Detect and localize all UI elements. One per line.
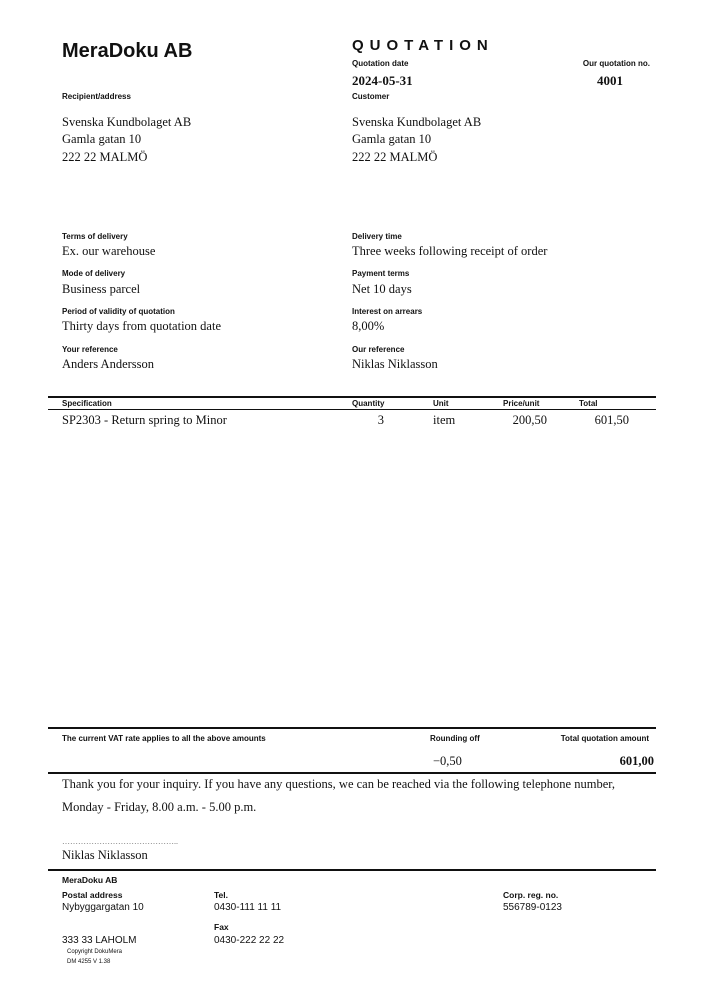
copyright: Copyright DokuMera bbox=[67, 949, 123, 955]
message-line-1: Thank you for your inquiry. If you have … bbox=[62, 777, 616, 791]
tel-label: Tel. bbox=[214, 890, 229, 900]
cell-price: 200,50 bbox=[512, 413, 547, 427]
quotation-no: 4001 bbox=[597, 73, 623, 88]
total-value: 601,00 bbox=[619, 754, 654, 768]
document-title: QUOTATION bbox=[352, 37, 494, 54]
cell-quantity: 3 bbox=[377, 413, 384, 427]
recipient-line: Gamla gatan 10 bbox=[62, 132, 142, 146]
interest-label: Interest on arrears bbox=[352, 307, 423, 316]
table-top-rule bbox=[48, 396, 656, 398]
recipient-line: Svenska Kundbolaget AB bbox=[62, 115, 192, 129]
validity-label: Period of validity of quotation bbox=[62, 307, 175, 316]
payment-terms: Net 10 days bbox=[352, 282, 412, 296]
interest: 8,00% bbox=[352, 319, 385, 333]
quotation-date-label: Quotation date bbox=[352, 59, 409, 68]
total-label: Total quotation amount bbox=[560, 734, 649, 743]
summary-bottom-rule bbox=[48, 772, 656, 774]
version: DM 4255 V 1.38 bbox=[67, 959, 111, 965]
recipient-label: Recipient/address bbox=[62, 92, 131, 101]
mode-of-delivery-label: Mode of delivery bbox=[62, 269, 126, 278]
terms-of-delivery-label: Terms of delivery bbox=[62, 232, 128, 241]
signature-line: …………………………………….. bbox=[62, 837, 178, 846]
customer-line: 222 22 MALMÖ bbox=[352, 150, 438, 164]
cell-total: 601,50 bbox=[594, 413, 629, 427]
your-reference: Anders Andersson bbox=[62, 357, 155, 371]
postal-address-label: Postal address bbox=[62, 890, 123, 900]
summary-top-rule bbox=[48, 727, 656, 729]
customer-line: Gamla gatan 10 bbox=[352, 132, 432, 146]
postal-city: 333 33 LAHOLM bbox=[62, 935, 137, 946]
cell-specification: SP2303 - Return spring to Minor bbox=[62, 413, 227, 427]
rounding-value: −0,50 bbox=[433, 754, 462, 768]
column-header-total: Total bbox=[579, 399, 598, 408]
customer-label: Customer bbox=[352, 92, 390, 101]
footer-company: MeraDoku AB bbox=[62, 875, 118, 885]
fax-value: 0430-222 22 22 bbox=[214, 935, 285, 946]
footer-rule bbox=[48, 869, 656, 871]
rounding-label: Rounding off bbox=[430, 734, 480, 743]
quotation-no-label: Our quotation no. bbox=[582, 59, 650, 68]
recipient-line: 222 22 MALMÖ bbox=[62, 150, 148, 164]
message-line-2: Monday - Friday, 8.00 a.m. - 5.00 p.m. bbox=[62, 800, 257, 814]
column-header-price: Price/unit bbox=[503, 399, 540, 408]
company-name: MeraDoku AB bbox=[62, 40, 193, 62]
mode-of-delivery: Business parcel bbox=[62, 282, 141, 296]
cell-unit: item bbox=[433, 413, 456, 427]
table-header-rule bbox=[48, 409, 656, 410]
terms-of-delivery: Ex. our warehouse bbox=[62, 244, 156, 258]
payment-terms-label: Payment terms bbox=[352, 269, 410, 278]
corp-reg-value: 556789-0123 bbox=[503, 902, 562, 913]
vat-note: The current VAT rate applies to all the … bbox=[62, 734, 266, 743]
our-reference-label: Our reference bbox=[352, 345, 405, 354]
corp-reg-label: Corp. reg. no. bbox=[503, 890, 559, 900]
customer-line: Svenska Kundbolaget AB bbox=[352, 115, 482, 129]
fax-label: Fax bbox=[214, 922, 229, 932]
delivery-time-label: Delivery time bbox=[352, 232, 402, 241]
delivery-time: Three weeks following receipt of order bbox=[352, 244, 548, 258]
our-reference: Niklas Niklasson bbox=[352, 357, 438, 371]
validity: Thirty days from quotation date bbox=[62, 319, 221, 333]
quotation-date: 2024-05-31 bbox=[352, 73, 413, 88]
column-header-quantity: Quantity bbox=[352, 399, 385, 408]
column-header-unit: Unit bbox=[433, 399, 449, 408]
tel-value: 0430-111 11 11 bbox=[214, 902, 282, 913]
signer-name: Niklas Niklasson bbox=[62, 848, 148, 862]
column-header-specification: Specification bbox=[62, 399, 112, 408]
your-reference-label: Your reference bbox=[62, 345, 118, 354]
postal-street: Nybyggargatan 10 bbox=[62, 902, 144, 913]
